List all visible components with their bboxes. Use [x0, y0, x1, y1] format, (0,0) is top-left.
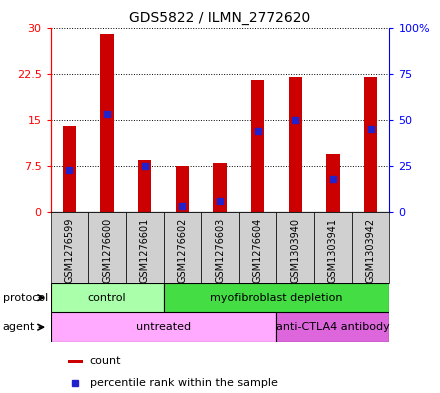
- Bar: [213, 163, 227, 212]
- Text: GSM1276601: GSM1276601: [140, 218, 150, 283]
- Bar: [138, 160, 151, 212]
- Bar: [201, 212, 239, 283]
- Text: GSM1303940: GSM1303940: [290, 218, 300, 283]
- Bar: [164, 283, 389, 312]
- Bar: [88, 212, 126, 283]
- Text: GSM1276599: GSM1276599: [64, 218, 74, 283]
- Text: GSM1303941: GSM1303941: [328, 218, 338, 283]
- Bar: [176, 166, 189, 212]
- Bar: [100, 34, 114, 212]
- Bar: [364, 77, 377, 212]
- Text: percentile rank within the sample: percentile rank within the sample: [90, 378, 278, 388]
- Bar: [239, 212, 276, 283]
- Text: GSM1276603: GSM1276603: [215, 218, 225, 283]
- Bar: [251, 80, 264, 212]
- Bar: [352, 212, 389, 283]
- Bar: [63, 126, 76, 212]
- Text: GSM1303942: GSM1303942: [366, 218, 376, 283]
- Bar: [289, 77, 302, 212]
- Text: count: count: [90, 356, 121, 366]
- Bar: [126, 212, 164, 283]
- Text: control: control: [88, 293, 126, 303]
- Text: myofibroblast depletion: myofibroblast depletion: [210, 293, 343, 303]
- Text: untreated: untreated: [136, 322, 191, 332]
- Text: GSM1276602: GSM1276602: [177, 218, 187, 283]
- Text: protocol: protocol: [3, 293, 48, 303]
- Text: anti-CTLA4 antibody: anti-CTLA4 antibody: [276, 322, 390, 332]
- Text: agent: agent: [3, 322, 35, 332]
- Bar: [276, 312, 389, 342]
- Bar: [51, 283, 164, 312]
- Bar: [276, 212, 314, 283]
- Bar: [51, 312, 276, 342]
- Bar: [164, 212, 201, 283]
- Bar: [326, 154, 340, 212]
- Title: GDS5822 / ILMN_2772620: GDS5822 / ILMN_2772620: [129, 11, 311, 25]
- Bar: [68, 360, 83, 363]
- Text: GSM1276604: GSM1276604: [253, 218, 263, 283]
- Bar: [51, 212, 88, 283]
- Bar: [314, 212, 352, 283]
- Text: GSM1276600: GSM1276600: [102, 218, 112, 283]
